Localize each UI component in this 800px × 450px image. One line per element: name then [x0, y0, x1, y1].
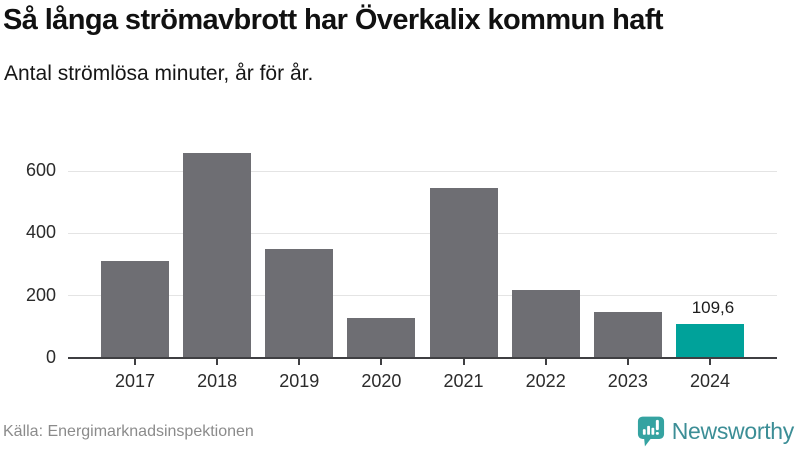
x-axis-line	[68, 357, 777, 359]
x-tick-label-2017: 2017	[114, 371, 156, 391]
x-tick-label-2023: 2023	[607, 371, 648, 391]
x-tick-label-2018: 2018	[197, 371, 238, 391]
x-tick-label-2024: 2024	[689, 371, 730, 391]
x-tick-2019	[298, 359, 301, 365]
x-tick-2024	[708, 359, 711, 365]
bar-chart: 0 200 400 600 2017 2018 2019 2020 2021 2022 2023 2…	[0, 140, 800, 391]
y-tick-label-0: 0	[45, 347, 56, 367]
newsworthy-logo[interactable]: Newsworthy	[637, 415, 794, 448]
bar-2022	[511, 289, 580, 358]
bar-2020	[347, 318, 416, 358]
source-text: Källa: Energimarknadsinspektionen	[3, 422, 254, 440]
x-tick-2022	[544, 359, 547, 365]
x-tick-2021	[462, 359, 465, 365]
gridline-600	[68, 170, 777, 172]
x-tick-2017	[134, 359, 136, 365]
x-tick-2018	[216, 359, 219, 365]
x-tick-label-2020: 2020	[361, 371, 402, 391]
bar-2021	[429, 188, 498, 358]
bar-2019	[265, 249, 334, 358]
x-tick-label-2022: 2022	[525, 371, 566, 391]
bar-2018	[183, 153, 252, 358]
x-tick-label-2019: 2019	[279, 371, 320, 391]
gridline-200	[68, 295, 777, 297]
newsworthy-wordmark: Newsworthy	[671, 418, 795, 444]
y-axis: 0 200 400 600	[0, 140, 56, 367]
x-tick-2020	[380, 359, 383, 365]
gridline-400	[68, 232, 777, 234]
newsworthy-icon	[637, 416, 664, 447]
y-tick-label-600: 600	[25, 160, 56, 181]
chart-subtitle: Antal strömlösa minuter, år för år.	[4, 62, 314, 85]
chart-title: Så långa strömavbrott har Överkalix komm…	[3, 4, 664, 36]
bar-2024	[675, 323, 744, 358]
x-tick-label-2021: 2021	[443, 371, 484, 391]
y-tick-label-200: 200	[25, 284, 56, 305]
bar-2017	[101, 261, 169, 358]
footer: Källa: Energimarknadsinspektionen Newswo…	[0, 413, 800, 450]
value-label-2024: 109,6	[691, 297, 735, 317]
plot-area: 2017 2018 2019 2020 2021 2022 2023 2024 109,6	[68, 140, 777, 391]
bar-2023	[593, 312, 662, 358]
y-tick-label-400: 400	[25, 222, 56, 243]
x-tick-2023	[626, 359, 629, 365]
